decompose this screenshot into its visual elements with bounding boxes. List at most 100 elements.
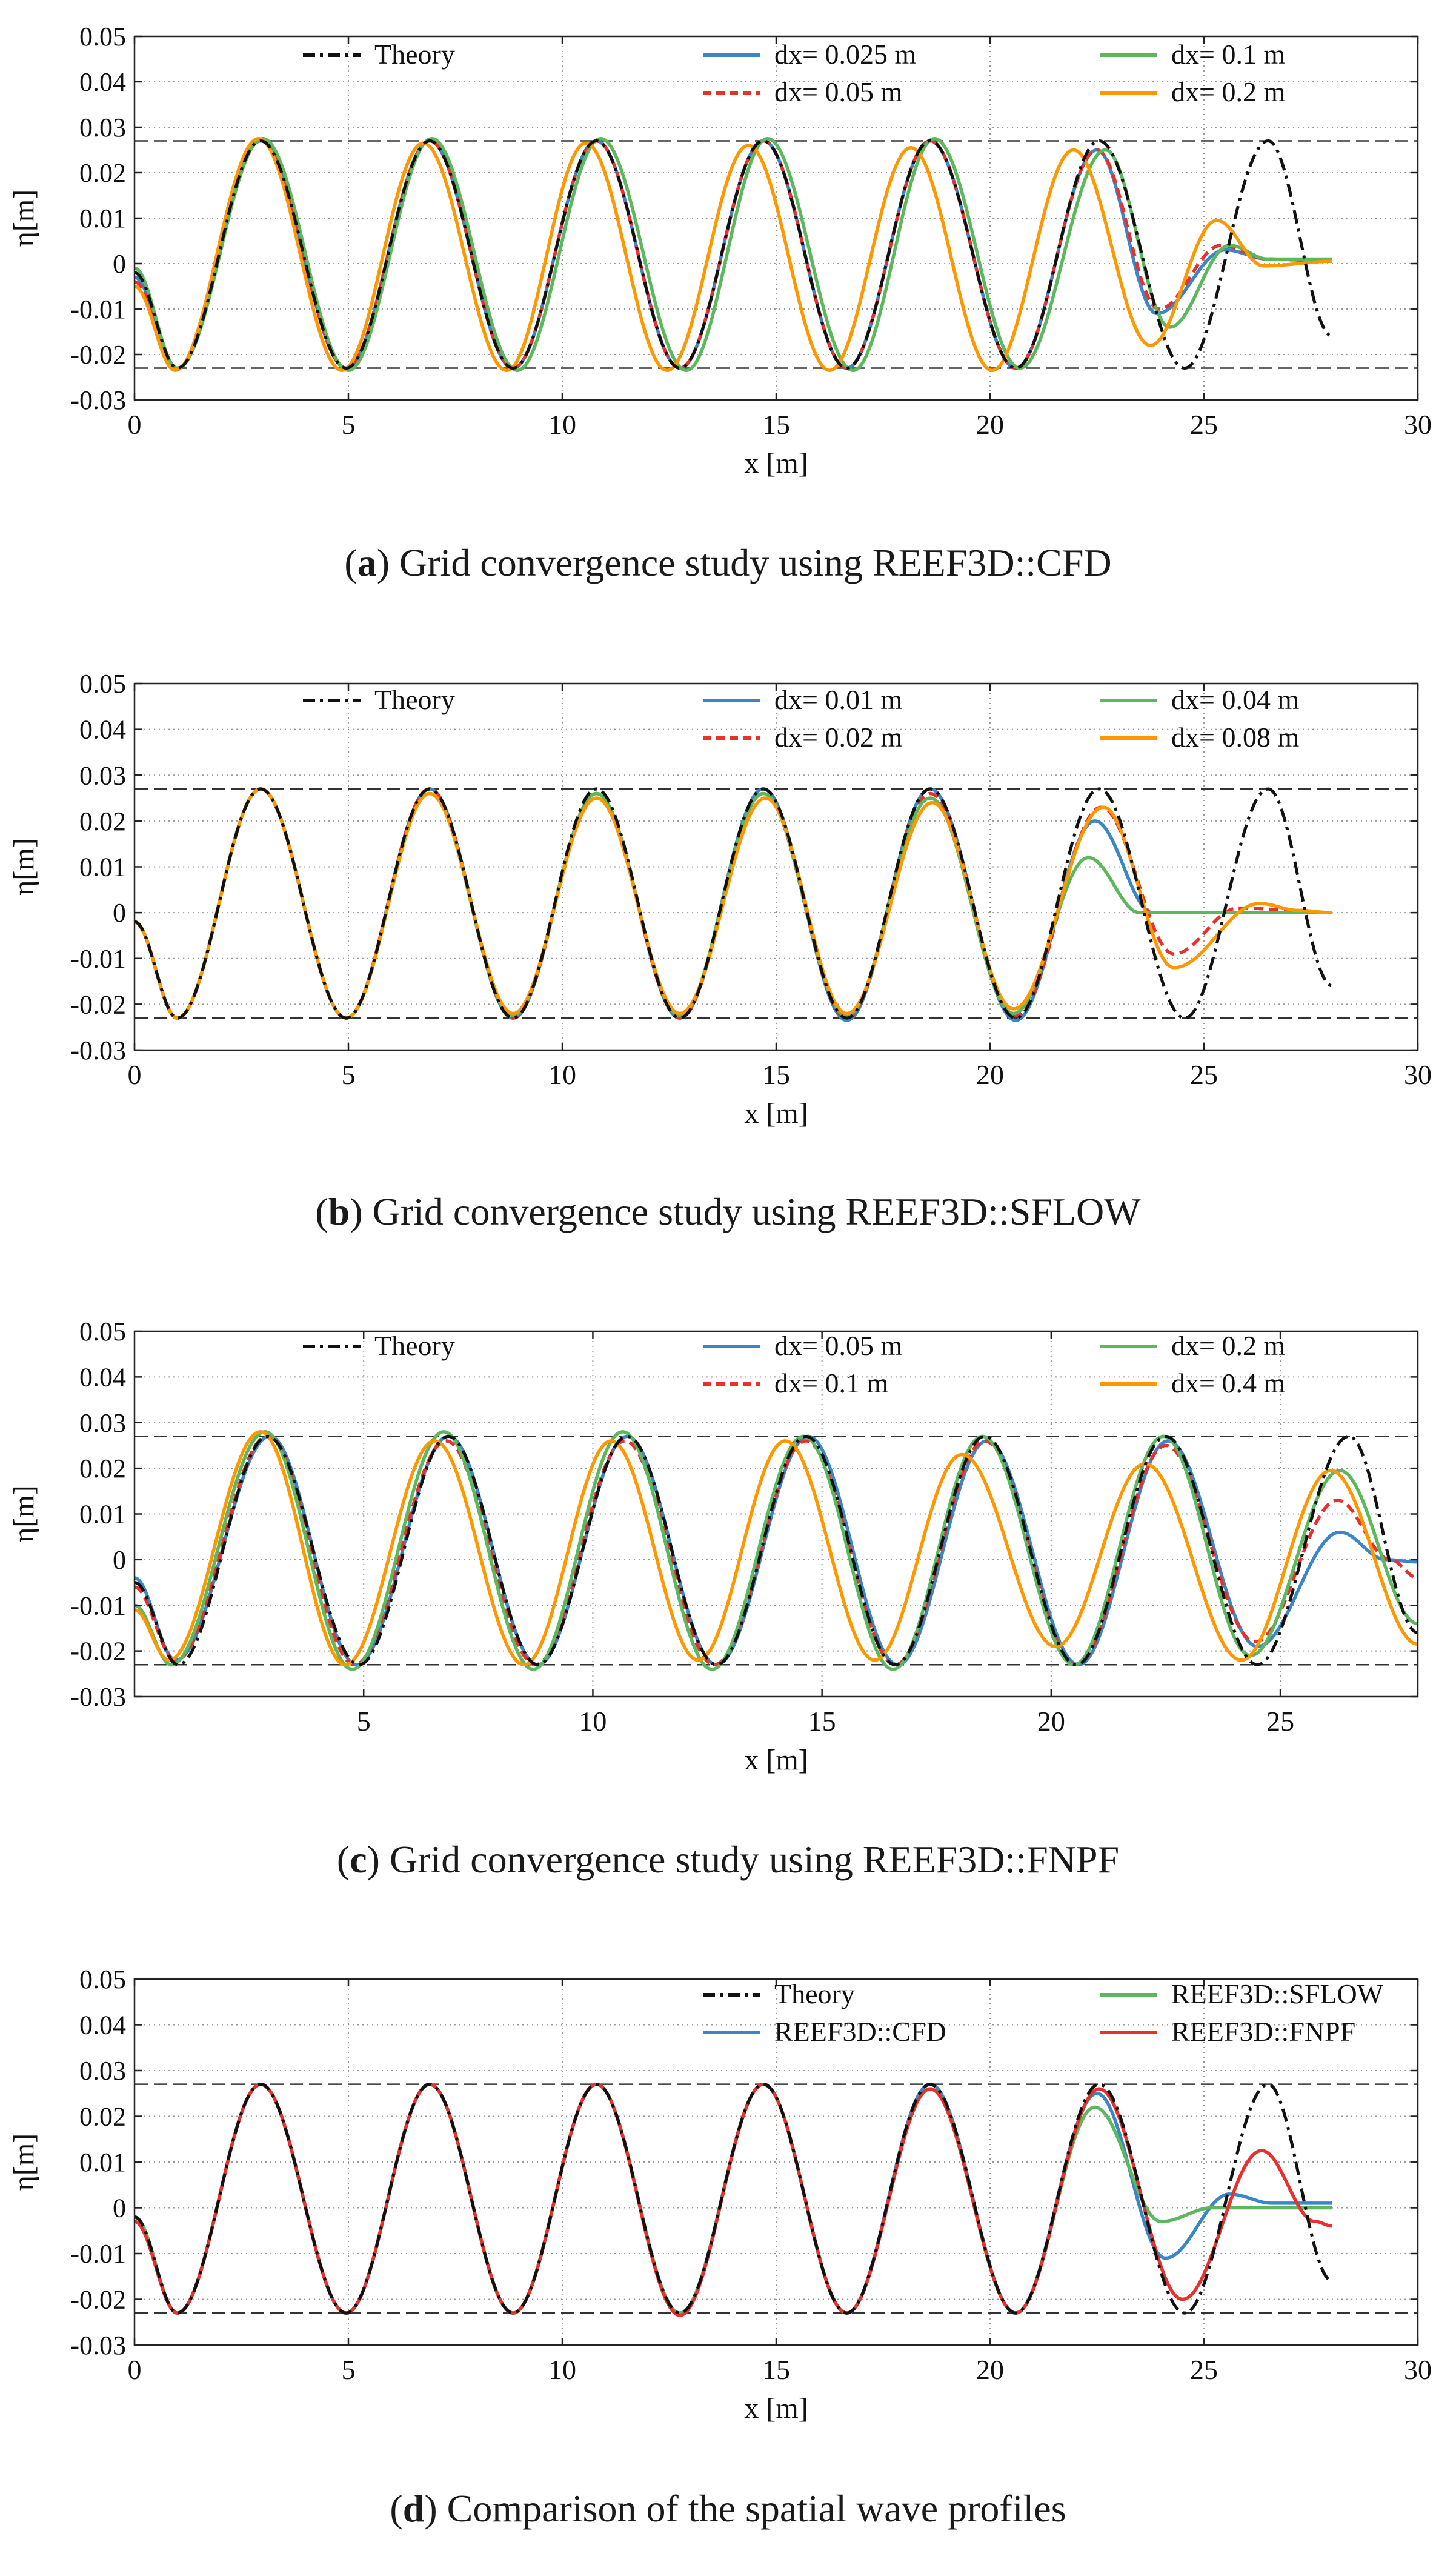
x-tick-label: 0 bbox=[128, 409, 142, 440]
legend-label: dx= 0.01 m bbox=[774, 684, 902, 715]
x-tick-label: 10 bbox=[548, 1059, 576, 1090]
series-line-dx-0-2-m bbox=[135, 137, 1333, 372]
x-tick-label: 0 bbox=[128, 2354, 142, 2385]
legend-label: dx= 0.02 m bbox=[774, 722, 902, 753]
caption-b-text: Grid convergence study using REEF3D::SFL… bbox=[372, 1190, 1141, 1233]
y-axis-label: η[m] bbox=[8, 1485, 40, 1542]
caption-a: (a) Grid convergence study using REEF3D:… bbox=[344, 541, 1112, 584]
y-tick-label: -0.03 bbox=[70, 2330, 126, 2360]
legend-label: dx= 0.05 m bbox=[774, 76, 902, 107]
caption-d: (d) Comparison of the spatial wave profi… bbox=[390, 2487, 1066, 2530]
y-tick-label: 0.05 bbox=[79, 1317, 126, 1346]
legend-label: dx= 0.08 m bbox=[1171, 722, 1299, 753]
y-tick-label: 0 bbox=[113, 2194, 126, 2223]
y-tick-label: -0.01 bbox=[70, 1591, 126, 1620]
x-tick-label: 10 bbox=[548, 2354, 576, 2385]
caption-b: (b) Grid convergence study using REEF3D:… bbox=[315, 1190, 1141, 1233]
y-tick-label: 0.03 bbox=[79, 760, 126, 790]
y-tick-label: -0.01 bbox=[70, 2239, 126, 2269]
series-line-reef3d-sflow bbox=[135, 2082, 1333, 2315]
y-tick-label: 0.02 bbox=[79, 2102, 126, 2132]
legend-label: REEF3D::FNPF bbox=[1171, 2016, 1355, 2047]
caption-c: (c) Grid convergence study using REEF3D:… bbox=[336, 1838, 1120, 1881]
legend-label: REEF3D::CFD bbox=[774, 2016, 946, 2047]
x-axis-label: x [m] bbox=[744, 1744, 808, 1776]
x-tick-label: 20 bbox=[976, 409, 1004, 440]
y-tick-label: 0.02 bbox=[79, 807, 126, 836]
x-tick-label: 15 bbox=[762, 2354, 790, 2385]
caption-d-letter: d bbox=[402, 2487, 425, 2530]
x-axis-label: x [m] bbox=[744, 1097, 808, 1129]
y-tick-label: 0.03 bbox=[79, 2056, 126, 2086]
x-tick-label: 30 bbox=[1404, 409, 1432, 440]
series-line-dx-0-04-m bbox=[135, 787, 1333, 1020]
legend-label: Theory bbox=[374, 1330, 455, 1361]
x-tick-label: 0 bbox=[128, 1059, 142, 1090]
y-tick-label: 0.04 bbox=[79, 2011, 126, 2040]
y-tick-label: 0.03 bbox=[79, 1408, 126, 1438]
x-tick-label: 20 bbox=[976, 2354, 1004, 2385]
y-tick-label: -0.03 bbox=[70, 1682, 126, 1712]
series-line-dx-0-02-m bbox=[135, 787, 1333, 1020]
series-line-dx-0-2-m bbox=[135, 1430, 1418, 1671]
y-tick-label: 0.02 bbox=[79, 1454, 126, 1483]
legend-label: dx= 0.1 m bbox=[774, 1368, 888, 1399]
series-line-theory bbox=[135, 1434, 1418, 1666]
y-tick-label: -0.03 bbox=[70, 385, 126, 415]
caption-c-text: Grid convergence study using REEF3D::FNP… bbox=[389, 1838, 1120, 1881]
y-axis-label: η[m] bbox=[8, 2134, 40, 2191]
x-axis-label: x [m] bbox=[744, 447, 808, 479]
series-line-reef3d-cfd bbox=[135, 2082, 1333, 2315]
y-tick-label: 0.02 bbox=[79, 158, 126, 188]
x-tick-label: 5 bbox=[342, 1059, 356, 1090]
caption-b-letter: b bbox=[328, 1190, 350, 1233]
x-tick-label: 25 bbox=[1190, 2354, 1218, 2385]
y-tick-label: -0.01 bbox=[70, 294, 126, 324]
legend-label: dx= 0.4 m bbox=[1171, 1368, 1285, 1399]
y-tick-label: 0.05 bbox=[79, 669, 126, 699]
x-tick-label: 15 bbox=[762, 1059, 790, 1090]
chart-panel-a: 0 5 10 15 20 25 30 -0.03 -0.02 -0.01 0 0.01 0.02 0.03… bbox=[8, 22, 1432, 479]
y-tick-label: 0.04 bbox=[79, 1362, 126, 1392]
x-tick-label: 15 bbox=[762, 409, 790, 440]
y-tick-label: -0.02 bbox=[70, 2285, 126, 2315]
y-tick-label: 0.01 bbox=[79, 853, 126, 882]
y-tick-label: -0.03 bbox=[70, 1036, 126, 1065]
legend-label: Theory bbox=[774, 1978, 855, 2009]
y-tick-label: 0.01 bbox=[79, 2147, 126, 2177]
x-axis-label: x [m] bbox=[744, 2392, 808, 2424]
x-tick-label: 25 bbox=[1190, 409, 1218, 440]
series-line-dx-0-1-m bbox=[135, 1434, 1418, 1666]
legend-label: dx= 0.025 m bbox=[774, 39, 916, 70]
y-tick-label: -0.02 bbox=[70, 1637, 126, 1666]
legend-label: Theory bbox=[374, 684, 455, 715]
series-line-dx-0-08-m bbox=[135, 787, 1333, 1020]
series-line-theory bbox=[135, 139, 1333, 370]
y-tick-label: 0.04 bbox=[79, 67, 126, 97]
x-tick-label: 10 bbox=[579, 1706, 607, 1737]
series-line-theory bbox=[135, 2083, 1333, 2315]
y-tick-label: -0.02 bbox=[70, 340, 126, 370]
series-line-dx-0-1-m bbox=[135, 137, 1333, 373]
x-tick-label: 30 bbox=[1404, 2354, 1432, 2385]
x-tick-label: 10 bbox=[548, 409, 576, 440]
x-tick-label: 5 bbox=[342, 409, 356, 440]
y-tick-label: -0.01 bbox=[70, 944, 126, 974]
chart-panel-c: 5 10 15 20 25 -0.03 -0.02 -0.01 0 0.01 0.02 0.03 0.0… bbox=[8, 1317, 1419, 1776]
x-tick-label: 30 bbox=[1404, 1059, 1432, 1090]
x-tick-label: 20 bbox=[1037, 1706, 1065, 1737]
x-tick-label: 5 bbox=[357, 1706, 371, 1737]
y-tick-label: 0.05 bbox=[79, 1965, 126, 1994]
series-line-dx-0-025-m bbox=[135, 139, 1333, 370]
y-axis-label: η[m] bbox=[8, 190, 40, 247]
caption-a-letter: a bbox=[357, 541, 377, 584]
y-tick-label: 0.01 bbox=[79, 1500, 126, 1529]
x-tick-label: 5 bbox=[342, 2354, 356, 2385]
series-line-dx-0-05-m bbox=[135, 139, 1333, 370]
x-tick-label: 25 bbox=[1190, 1059, 1218, 1090]
y-tick-label: 0.05 bbox=[79, 22, 126, 52]
y-tick-label: 0.01 bbox=[79, 204, 126, 233]
series-line-reef3d-fnpf bbox=[135, 2082, 1333, 2317]
